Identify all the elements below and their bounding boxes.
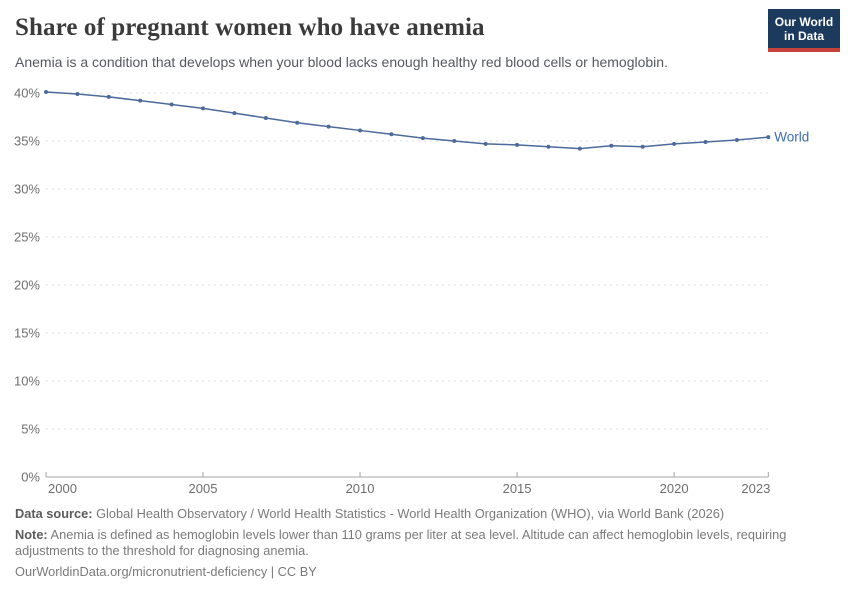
y-tick-label: 10% xyxy=(14,374,40,389)
data-point xyxy=(389,132,394,137)
citation-row: OurWorldinData.org/micronutrient-deficie… xyxy=(15,564,803,581)
data-point xyxy=(106,94,111,99)
data-point xyxy=(515,142,520,147)
data-point xyxy=(232,111,237,116)
data-point xyxy=(420,136,425,141)
data-point xyxy=(609,143,614,148)
y-tick-label: 20% xyxy=(14,278,40,293)
owid-logo: Our World in Data xyxy=(768,9,840,52)
chart-subtitle: Anemia is a condition that develops when… xyxy=(15,54,668,70)
data-point xyxy=(734,138,739,143)
x-tick-label: 2000 xyxy=(48,481,77,496)
data-point xyxy=(703,139,708,144)
data-point xyxy=(452,139,457,143)
y-tick-label: 25% xyxy=(14,230,40,245)
data-point xyxy=(483,141,488,146)
line-chart: 0% 5% 10% 15% 20% 25% 30% 35% 40% 2000 2005 2010 201… xyxy=(0,80,850,500)
x-tick-label: 2005 xyxy=(189,481,218,496)
data-point xyxy=(546,144,551,149)
y-tick-label: 35% xyxy=(14,134,40,149)
x-tick-label: 2020 xyxy=(660,481,689,496)
data-point xyxy=(169,102,174,107)
owid-logo-line1: Our World xyxy=(774,15,834,29)
data-point xyxy=(44,90,48,95)
data-point xyxy=(138,98,143,103)
data-point xyxy=(640,144,645,149)
y-tick-label: 0% xyxy=(21,470,40,485)
data-source-row: Data source: Global Health Observatory /… xyxy=(15,506,803,523)
citation-text: OurWorldinData.org/micronutrient-deficie… xyxy=(15,563,317,579)
chart-footer: Data source: Global Health Observatory /… xyxy=(15,506,803,584)
data-point xyxy=(672,141,677,146)
data-point xyxy=(326,124,331,129)
data-point xyxy=(358,128,363,133)
data-point xyxy=(295,120,300,125)
data-point xyxy=(766,135,771,140)
note-row: Note: Anemia is defined as hemoglobin le… xyxy=(15,527,803,560)
series-label-world: World xyxy=(774,130,809,145)
y-tick-label: 30% xyxy=(14,182,40,197)
data-point xyxy=(75,91,80,96)
y-tick-label: 15% xyxy=(14,326,40,341)
data-source-label: Data source: xyxy=(15,506,93,521)
y-tick-label: 40% xyxy=(14,86,40,101)
note-text: Anemia is defined as hemoglobin levels l… xyxy=(15,526,787,559)
chart-title: Share of pregnant women who have anemia xyxy=(15,14,485,41)
chart-svg: 0% 5% 10% 15% 20% 25% 30% 35% 40% 2000 2005 2010 201… xyxy=(14,86,809,497)
note-label: Note: xyxy=(15,526,48,542)
x-tick-label: 2015 xyxy=(503,481,532,496)
series-line-world xyxy=(45,91,770,150)
x-tick-label: 2023 xyxy=(741,481,770,496)
y-tick-label: 5% xyxy=(21,422,40,437)
x-tick-label: 2010 xyxy=(346,481,375,496)
owid-logo-line2: in Data xyxy=(783,29,824,43)
data-point xyxy=(201,106,206,111)
data-source-text: Global Health Observatory / World Health… xyxy=(92,506,725,521)
data-point xyxy=(263,115,268,120)
data-point xyxy=(577,146,582,151)
